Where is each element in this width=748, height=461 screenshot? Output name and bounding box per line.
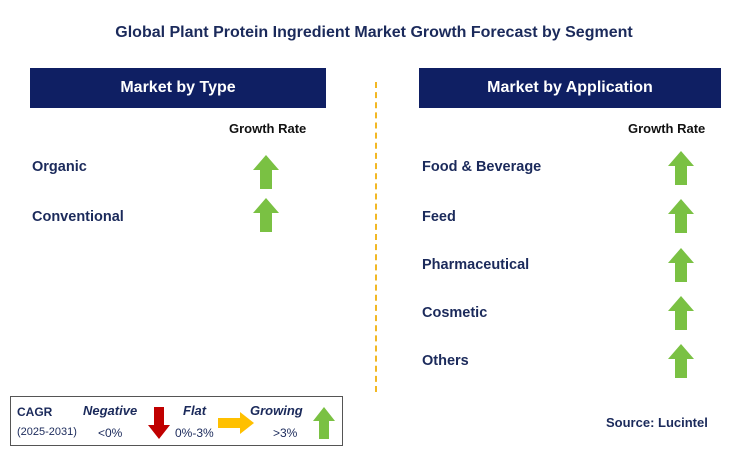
type-item-organic: Organic <box>32 159 87 175</box>
chart-title: Global Plant Protein Ingredient Market G… <box>115 24 633 41</box>
legend-negative-label: Negative <box>83 403 138 418</box>
market-by-type-header: Market by Type <box>30 68 326 108</box>
up-arrow-icon <box>668 296 694 330</box>
application-item-feed: Feed <box>422 209 456 225</box>
up-arrow-icon <box>668 248 694 282</box>
market-by-application-header: Market by Application <box>419 68 721 108</box>
source-label: Source: Lucintel <box>606 415 708 430</box>
application-growth-rate-header: Growth Rate <box>628 121 706 136</box>
up-arrow-icon <box>253 155 279 189</box>
type-growth-rate-header: Growth Rate <box>229 121 307 136</box>
down-arrow-icon <box>148 407 170 439</box>
up-arrow-icon <box>668 151 694 185</box>
legend-flat-range: 0%-3% <box>175 426 214 440</box>
cagr-legend: CAGR (2025-2031) Negative <0% Flat 0%-3%… <box>10 396 343 446</box>
type-item-conventional: Conventional <box>32 209 124 225</box>
legend-cagr-label: CAGR <box>17 405 53 419</box>
application-item-cosmetic: Cosmetic <box>422 305 488 321</box>
application-item-food-beverage: Food & Beverage <box>422 159 542 175</box>
legend-flat-label: Flat <box>183 403 207 418</box>
legend-growing-range: >3% <box>273 426 298 440</box>
up-arrow-icon <box>253 198 279 232</box>
right-arrow-icon <box>218 412 254 434</box>
up-arrow-icon <box>668 344 694 378</box>
legend-negative-range: <0% <box>98 426 123 440</box>
application-item-others: Others <box>422 353 469 369</box>
legend-growing-label: Growing <box>250 403 303 418</box>
legend-period: (2025-2031) <box>17 426 77 438</box>
panel-divider <box>375 82 377 392</box>
up-arrow-icon <box>313 407 335 439</box>
application-item-pharmaceutical: Pharmaceutical <box>422 257 530 273</box>
up-arrow-icon <box>668 199 694 233</box>
